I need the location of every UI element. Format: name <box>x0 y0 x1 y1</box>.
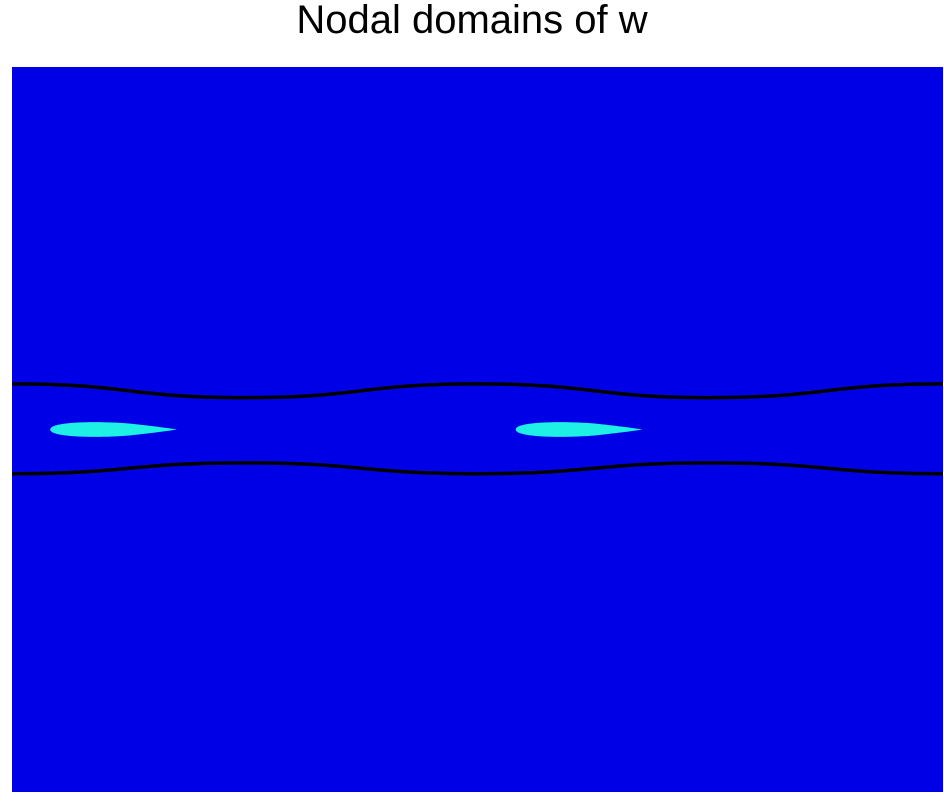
blob-group <box>50 422 643 437</box>
nodal-blob-1 <box>50 422 177 437</box>
nodal-line-group <box>11 382 944 476</box>
nodal-blob-2 <box>515 422 643 437</box>
chart-title: Nodal domains of w <box>296 0 648 42</box>
nodal-line-2 <box>11 461 944 476</box>
nodal-line-1 <box>11 382 944 400</box>
